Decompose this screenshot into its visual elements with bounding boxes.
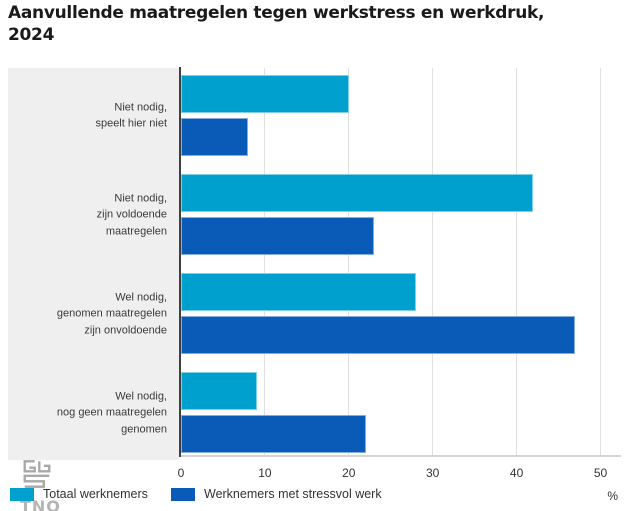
bar-stressvol-1 (181, 217, 374, 255)
bar-totaal-0 (181, 75, 349, 113)
bar-stressvol-3 (181, 415, 366, 453)
legend-swatch (10, 487, 34, 501)
legend-swatch (171, 487, 195, 501)
x-tick-label-30: 30 (426, 466, 440, 480)
cbs-logo (22, 457, 52, 491)
plot-area (181, 68, 626, 455)
gridline-50 (600, 68, 601, 455)
gridline-20 (348, 68, 350, 455)
category-panel: TNO Niet nodig, speelt hier niet Niet nod… (8, 68, 179, 511)
x-tick-label-50: 50 (593, 466, 608, 480)
category-label-2: Wel nodig, genomen maatregelen zijn onvo… (56, 290, 167, 336)
category-label-3: Wel nodig, nog geen maatregelen genomen (56, 389, 167, 435)
x-tick-label-20: 20 (342, 466, 356, 480)
x-axis-baseline (181, 455, 621, 457)
category-label-0: Niet nodig, speelt hier niet (95, 101, 167, 130)
legend-item-stressvol: Werknemers met stressvol werk (171, 487, 382, 501)
axis-unit-label: % (607, 489, 618, 503)
legend-label: Werknemers met stressvol werk (204, 487, 382, 501)
legend-item-totaal: Totaal werknemers (10, 487, 148, 501)
cbs-logo-icon (23, 460, 51, 488)
y-axis-line (179, 67, 181, 457)
bar-totaal-2 (181, 273, 416, 311)
chart-title: Aanvullende maatregelen tegen werkstress… (8, 3, 545, 46)
gridline-40 (516, 68, 518, 455)
category-label-1: Niet nodig, zijn voldoende maatregelen (96, 191, 167, 237)
bar-totaal-3 (181, 372, 257, 410)
gridline-30 (432, 68, 434, 455)
bar-stressvol-0 (181, 118, 249, 156)
gridline-10 (264, 68, 266, 455)
tno-logo: TNO (20, 497, 61, 511)
bar-stressvol-2 (181, 316, 576, 354)
x-tick-label-0: 0 (177, 466, 185, 480)
x-tick-label-40: 40 (509, 466, 524, 480)
bar-totaal-1 (181, 174, 534, 212)
x-tick-label-10: 10 (258, 466, 272, 480)
legend-label: Totaal werknemers (43, 487, 148, 501)
